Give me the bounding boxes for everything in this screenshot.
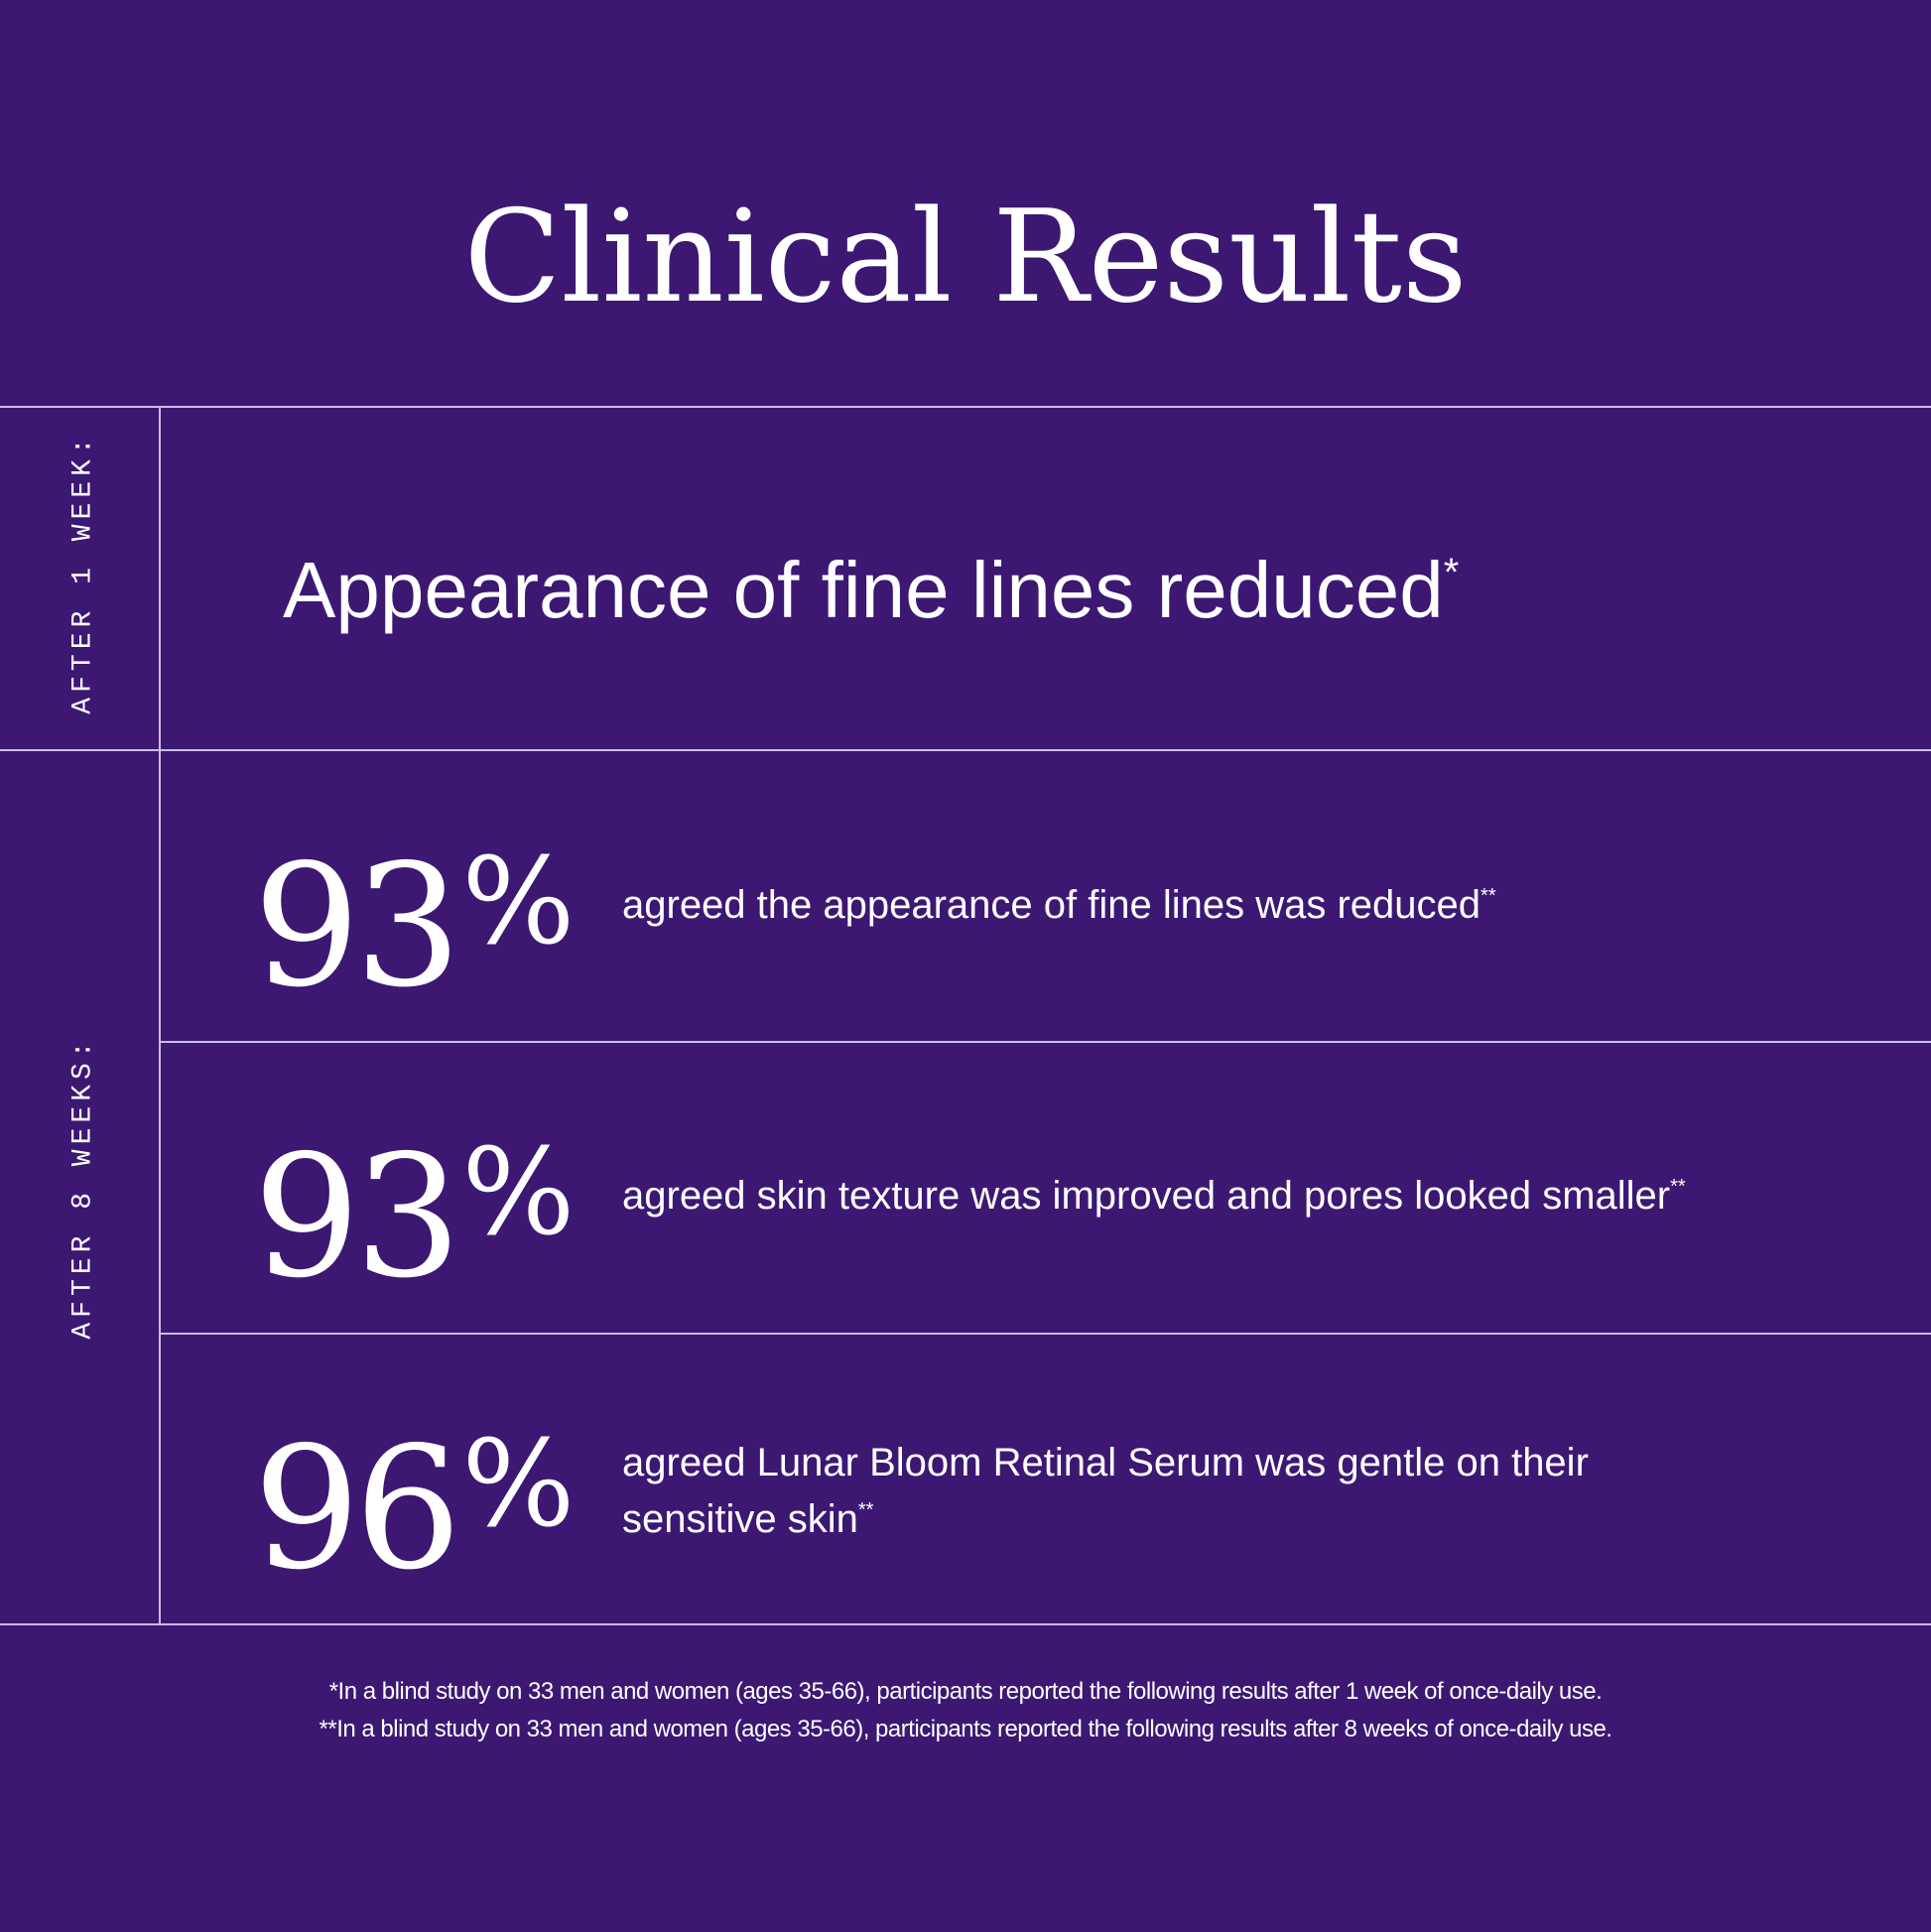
footnote-mark: *	[1443, 551, 1460, 594]
footnote-mark: **	[857, 1499, 874, 1521]
percent-sign: %	[461, 834, 576, 971]
result-3-percentage: 96%	[253, 1396, 575, 1599]
week-1-result: Appearance of fine lines reduced*	[283, 541, 1459, 640]
footnote-2: **In a blind study on 33 men and women (…	[319, 1716, 1612, 1742]
divider	[0, 406, 1931, 408]
percent-value: 96	[253, 1411, 461, 1608]
result-1-percentage: 93%	[253, 814, 575, 1016]
divider	[0, 749, 1931, 751]
result-text: Appearance of fine lines reduced	[283, 546, 1444, 634]
footnotes: *In a blind study on 33 men and women (a…	[0, 1673, 1931, 1748]
divider	[159, 1041, 1931, 1043]
percent-value: 93	[253, 1119, 461, 1316]
percent-sign: %	[461, 1124, 576, 1262]
result-1-description: agreed the appearance of fine lines was …	[622, 877, 1863, 934]
result-2-percentage: 93%	[253, 1104, 575, 1307]
result-text: agreed the appearance of fine lines was …	[622, 883, 1481, 927]
divider	[159, 1333, 1931, 1335]
result-3-description: agreed Lunar Bloom Retinal Serum was gen…	[622, 1435, 1743, 1548]
column-divider	[159, 407, 161, 1624]
percent-value: 93	[253, 829, 461, 1025]
footnote-mark: **	[1480, 885, 1496, 907]
result-text: agreed Lunar Bloom Retinal Serum was gen…	[622, 1441, 1589, 1541]
divider	[0, 1623, 1931, 1625]
section-label-week-8: AFTER 8 WEEKS:	[67, 1036, 99, 1340]
footnote-1: *In a blind study on 33 men and women (a…	[328, 1678, 1603, 1705]
result-2-description: agreed skin texture was improved and por…	[622, 1168, 1863, 1224]
footnote-mark: **	[1670, 1176, 1686, 1198]
page-title: Clinical Results	[463, 184, 1468, 331]
percent-sign: %	[461, 1416, 576, 1554]
result-text: agreed skin texture was improved and por…	[622, 1174, 1671, 1218]
section-label-week-1: AFTER 1 WEEK:	[67, 433, 99, 714]
